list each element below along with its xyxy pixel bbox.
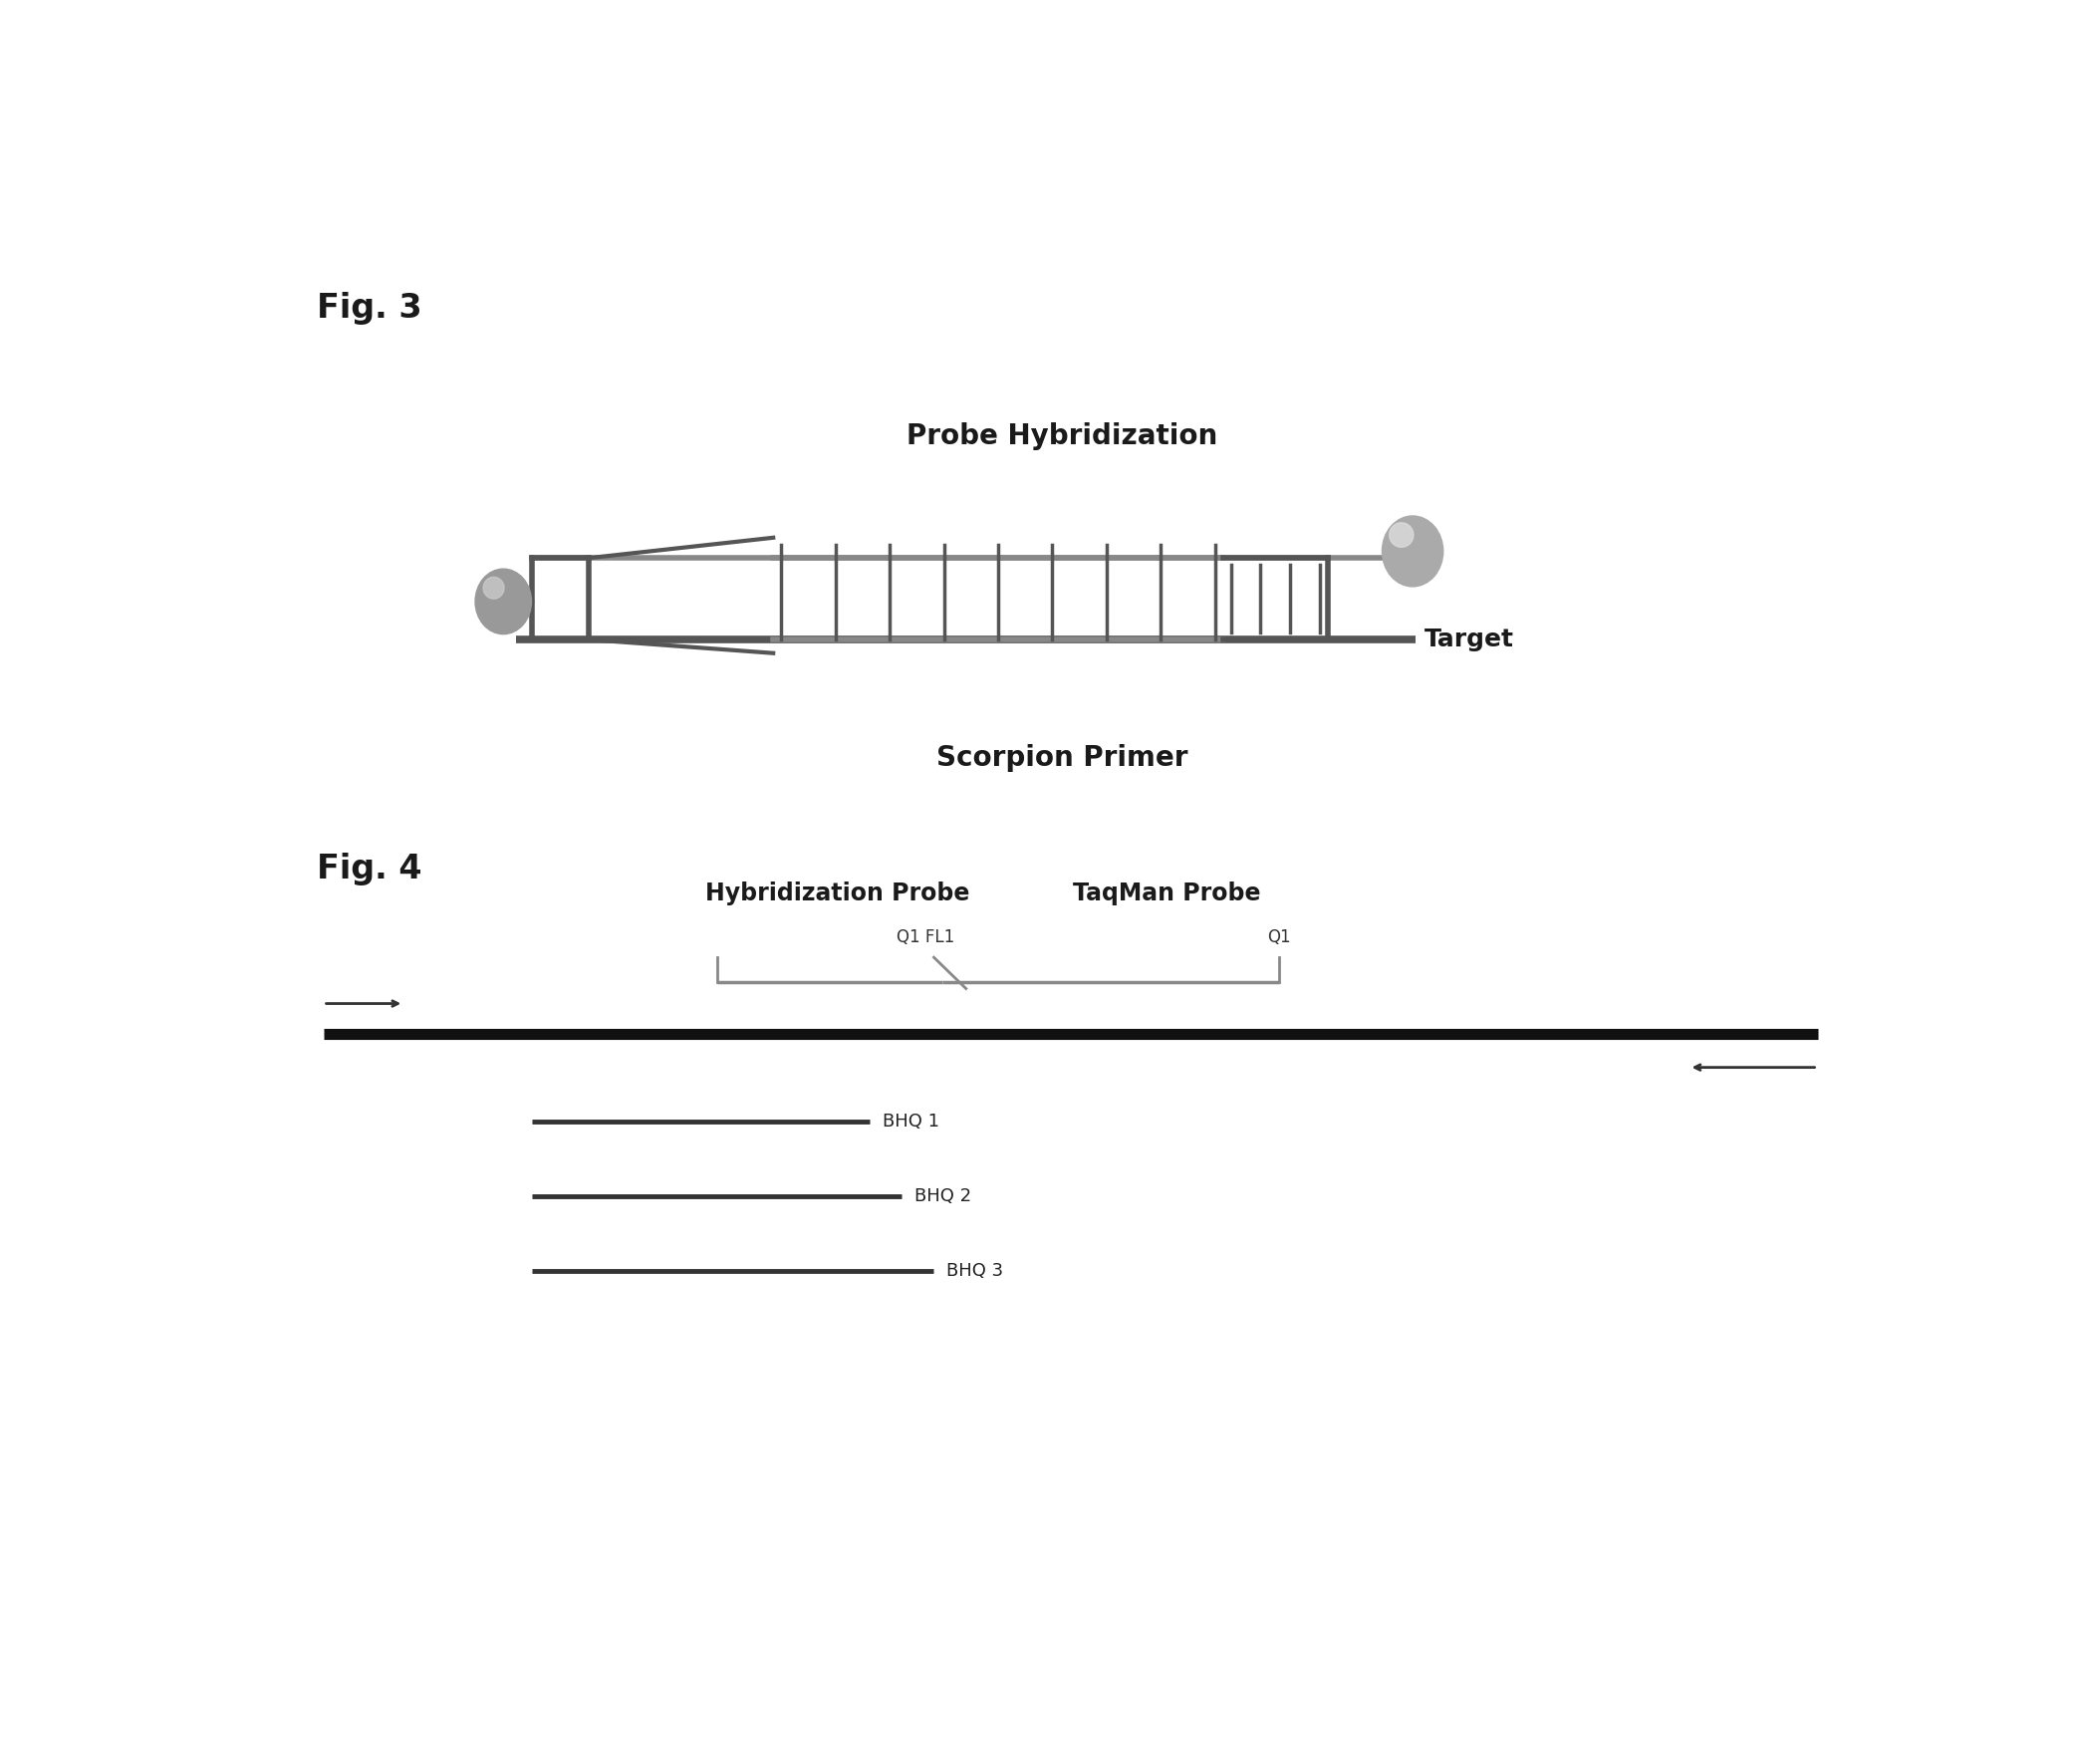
Text: Target: Target [1424, 628, 1513, 651]
Text: BHQ 2: BHQ 2 [914, 1187, 972, 1205]
Text: TaqMan Probe: TaqMan Probe [1074, 882, 1260, 905]
Text: Q1: Q1 [1267, 928, 1291, 947]
Ellipse shape [475, 570, 531, 633]
Text: BHQ 1: BHQ 1 [883, 1113, 939, 1131]
Text: Hybridization Probe: Hybridization Probe [705, 882, 970, 905]
Text: Fig. 4: Fig. 4 [317, 852, 423, 886]
Text: Q1 FL1: Q1 FL1 [898, 928, 956, 947]
Ellipse shape [1383, 515, 1443, 587]
Text: BHQ 3: BHQ 3 [947, 1263, 1003, 1281]
Text: Scorpion Primer: Scorpion Primer [937, 744, 1188, 771]
Text: Probe Hybridization: Probe Hybridization [906, 422, 1219, 450]
Ellipse shape [483, 577, 504, 598]
Ellipse shape [1389, 522, 1414, 547]
Text: Fig. 3: Fig. 3 [317, 291, 423, 325]
